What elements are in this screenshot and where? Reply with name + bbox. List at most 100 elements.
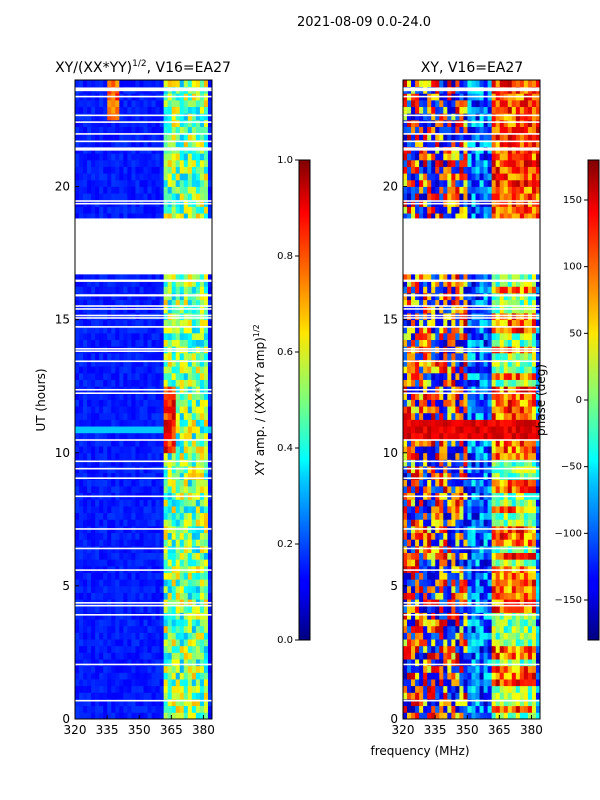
phase-heatmap-cell <box>455 579 460 587</box>
phase-heatmap-cell <box>411 532 416 540</box>
phase-heatmap-cell <box>479 625 484 633</box>
amp-heatmap-cell <box>187 552 193 560</box>
phase-heatmap-cell <box>467 459 472 467</box>
amp-heatmap-cell <box>207 539 213 547</box>
amp-heatmap-cell <box>171 159 177 167</box>
phase-heatmap-cell <box>507 426 513 434</box>
amp-heatmap-cell <box>123 532 128 540</box>
amp-heatmap-cell <box>175 133 181 141</box>
amp-heatmap-cell <box>119 532 124 540</box>
amp-heatmap-cell <box>195 426 201 434</box>
amp-heatmap-cell <box>83 173 88 181</box>
phase-heatmap-cell <box>431 559 436 567</box>
amp-heatmap-cell <box>159 319 165 327</box>
phase-heatmap-cell <box>467 712 472 720</box>
phase-heatmap-cell <box>447 679 452 687</box>
phase-heatmap-cell <box>507 459 513 467</box>
phase-heatmap-cell <box>467 479 472 487</box>
amp-heatmap-cell <box>163 126 169 134</box>
amp-heatmap-cell <box>163 399 169 407</box>
phase-heatmap-cell <box>491 699 497 707</box>
phase-heatmap-cell <box>531 645 537 653</box>
amp-heatmap-cell <box>143 113 148 121</box>
amp-heatmap-cell <box>203 532 209 540</box>
amp-heatmap-cell <box>175 126 181 134</box>
phase-heatmap-cell <box>503 672 509 680</box>
phase-heatmap-cell <box>475 432 480 440</box>
amp-heatmap-cell <box>203 585 209 593</box>
amp-heatmap-cell <box>75 273 80 281</box>
phase-heatmap-cell <box>411 712 416 720</box>
amp-heatmap-cell <box>207 466 213 474</box>
phase-heatmap-cell <box>459 679 464 687</box>
phase-heatmap-cell <box>511 579 517 587</box>
amp-heatmap-cell <box>135 113 140 121</box>
amp-heatmap-cell <box>119 705 124 713</box>
amp-heatmap-cell <box>79 126 84 134</box>
amp-heatmap-cell <box>107 426 112 434</box>
amp-heatmap-cell <box>151 486 156 494</box>
amp-heatmap-cell <box>75 332 80 340</box>
amp-heatmap-cell <box>95 406 100 414</box>
amp-heatmap-cell <box>83 99 88 108</box>
amp-heatmap-cell <box>151 206 156 214</box>
phase-heatmap-cell <box>447 399 452 407</box>
amp-heatmap-cell <box>107 119 112 127</box>
amp-heatmap-cell <box>155 439 161 447</box>
amp-heatmap-cell <box>179 392 185 400</box>
phase-heatmap-cell <box>435 472 440 480</box>
phase-heatmap-cell <box>507 392 513 400</box>
phase-heatmap-cell <box>455 632 460 640</box>
amp-heatmap-cell <box>79 619 84 627</box>
amp-heatmap-cell <box>87 286 92 294</box>
phase-heatmap-cell <box>507 645 513 653</box>
phase-heatmap-cell <box>519 459 525 467</box>
amp-heatmap-cell <box>127 612 132 620</box>
phase-heatmap-cell <box>439 392 444 400</box>
amp-heatmap-cell <box>91 672 96 680</box>
amp-heatmap-cell <box>87 459 92 467</box>
phase-heatmap-cell <box>515 392 521 400</box>
phase-heatmap-cell <box>515 712 521 720</box>
amp-heatmap-cell <box>119 639 124 647</box>
phase-heatmap-cell <box>415 372 420 380</box>
amp-heatmap-cell <box>163 625 169 633</box>
amp-heatmap-cell <box>135 352 140 360</box>
amp-heatmap-cell <box>151 705 156 713</box>
amp-heatmap-cell <box>123 119 128 127</box>
phase-heatmap-cell <box>491 545 497 553</box>
amp-heatmap-cell <box>87 153 92 161</box>
phase-heatmap-cell <box>531 632 537 640</box>
phase-heatmap-cell <box>439 699 444 707</box>
amp-heatmap-cell <box>187 625 193 633</box>
amp-heatmap-cell <box>111 506 116 514</box>
amp-heatmap-cell <box>151 326 156 334</box>
amp-heatmap-cell <box>175 206 181 214</box>
amp-heatmap-cell <box>179 712 185 720</box>
amp-heatmap-cell <box>79 639 84 647</box>
phase-heatmap-cell <box>527 439 533 447</box>
amp-heatmap-cell <box>163 645 169 653</box>
phase-heatmap-cell <box>515 359 521 367</box>
phase-heatmap-cell <box>463 452 468 460</box>
amp-heatmap-cell <box>207 406 213 414</box>
amp-heatmap-cell <box>159 366 165 374</box>
amp-heatmap-cell <box>75 692 80 700</box>
phase-heatmap-cell <box>423 619 428 627</box>
amp-heatmap-cell <box>151 579 156 587</box>
amp-heatmap-cell <box>187 346 193 354</box>
phase-heatmap-cell <box>451 712 456 720</box>
amp-heatmap-cell <box>119 379 124 387</box>
amp-heatmap-cell <box>203 326 209 334</box>
amp-heatmap-cell <box>203 106 209 114</box>
phase-heatmap-cell <box>415 452 420 460</box>
amp-heatmap-cell <box>79 312 84 321</box>
amp-heatmap-cell <box>179 139 185 147</box>
amp-heatmap-cell <box>179 106 185 114</box>
amp-heatmap-cell <box>91 206 96 214</box>
amp-heatmap-cell <box>159 213 165 221</box>
amp-heatmap-cell <box>175 672 181 680</box>
amp-heatmap-cell <box>155 532 161 540</box>
amp-heatmap-cell <box>175 399 181 407</box>
amp-heatmap-cell <box>167 639 173 647</box>
